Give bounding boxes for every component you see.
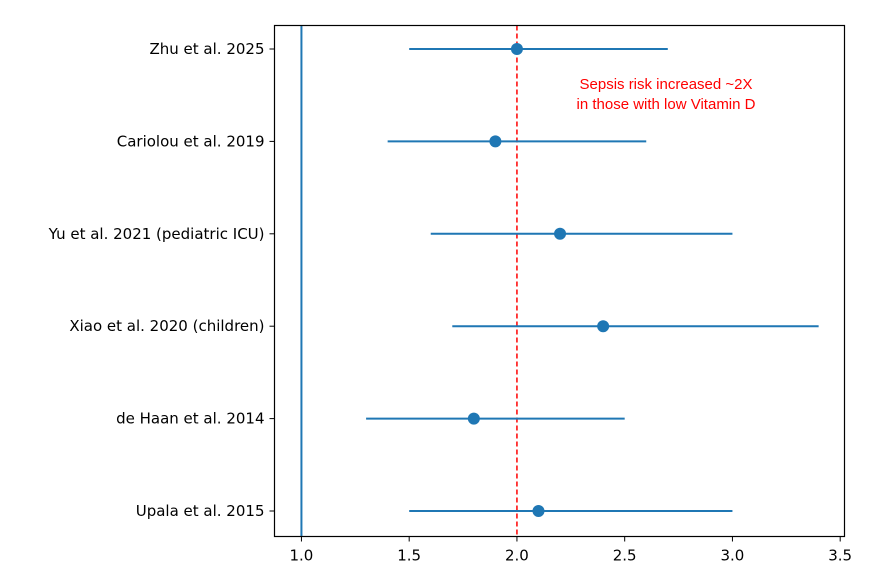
estimate-point	[467, 412, 480, 425]
y-tick-label: Cariolou et al. 2019	[117, 132, 265, 150]
annotation-line-2: in those with low Vitamin D	[577, 96, 756, 113]
x-tick-label: 1.5	[397, 547, 421, 565]
x-tick-label: 3.5	[828, 547, 852, 565]
y-tick-label: Xiao et al. 2020 (children)	[69, 317, 264, 335]
estimate-point	[532, 505, 545, 517]
x-tick-label: 3.0	[721, 547, 745, 565]
estimate-point	[597, 320, 610, 333]
y-tick-label: Upala et al. 2015	[136, 502, 265, 520]
plot-frame	[273, 24, 846, 538]
estimate-point	[489, 135, 502, 148]
estimate-point	[510, 43, 523, 55]
y-tick-label: Zhu et al. 2025	[149, 40, 264, 58]
annotation-line-1: Sepsis risk increased ~2X	[580, 76, 753, 93]
y-tick-label: Yu et al. 2021 (pediatric ICU)	[48, 225, 265, 243]
x-tick-label: 2.5	[613, 547, 637, 565]
x-tick-label: 2.0	[505, 547, 529, 565]
y-tick-label: de Haan et al. 2014	[116, 410, 264, 428]
x-tick-label: 1.0	[290, 547, 314, 565]
estimate-point	[554, 227, 567, 240]
